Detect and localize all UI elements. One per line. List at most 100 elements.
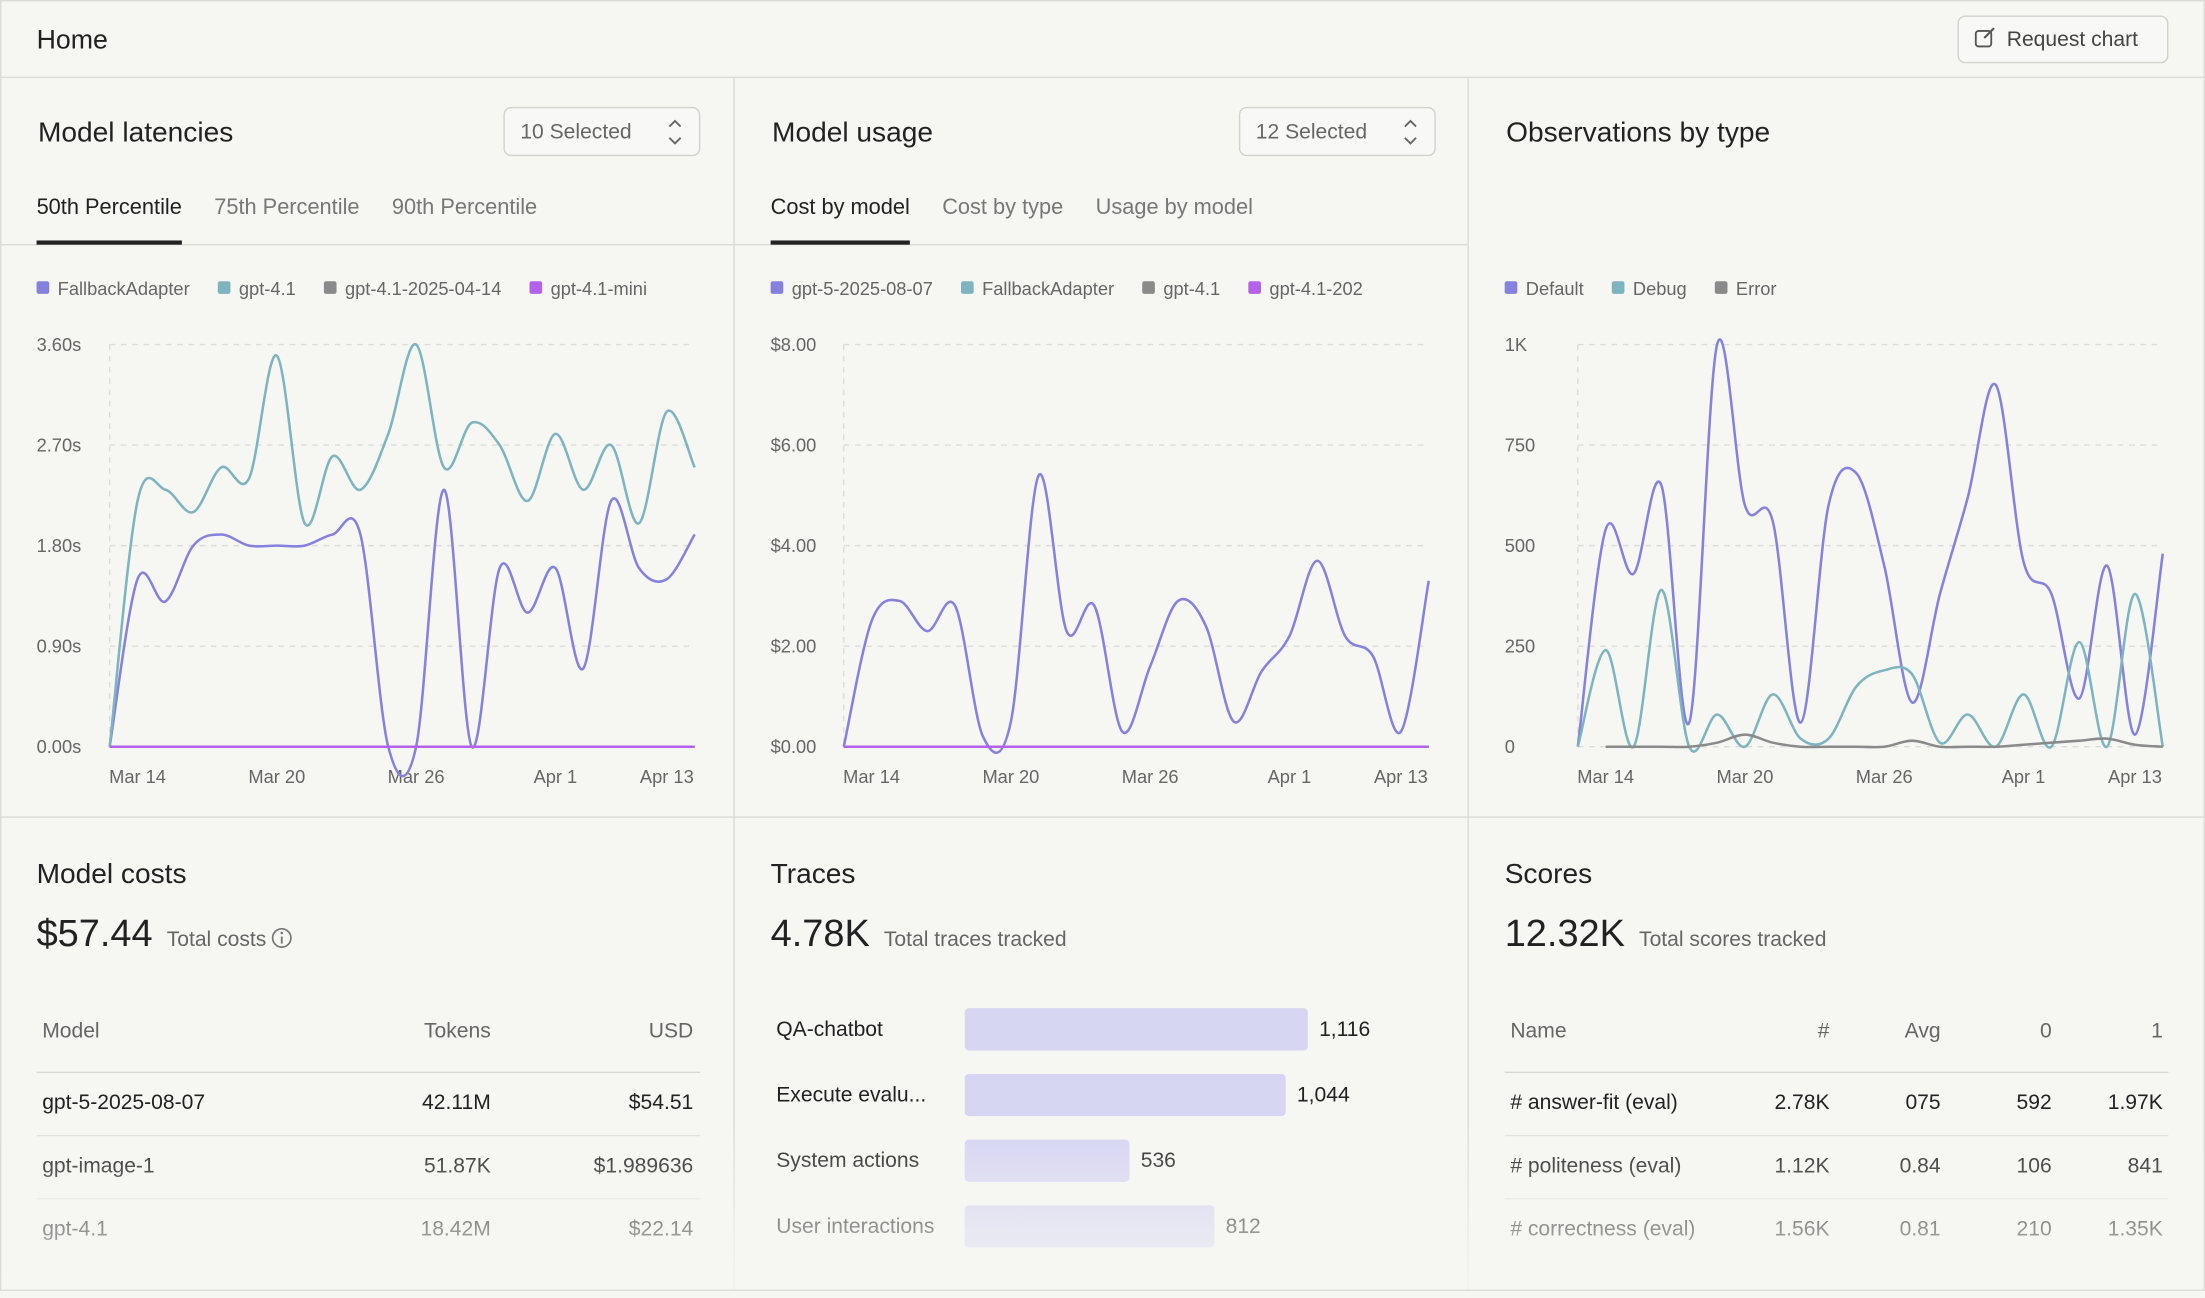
y-tick-label: 2.70s <box>37 435 82 456</box>
tab[interactable]: 90th Percentile <box>392 194 537 219</box>
legend-swatch <box>961 281 974 294</box>
x-tick-label: Mar 14 <box>1577 766 1634 787</box>
bar-value-label: 1,044 <box>1297 1084 1350 1107</box>
bottom-fade <box>1 1125 2203 1290</box>
x-tick-label: Mar 26 <box>1856 766 1913 787</box>
model-selector[interactable]: 12 Selected <box>1240 108 1435 156</box>
panel-title: Traces <box>771 858 856 889</box>
legend-swatch <box>1612 281 1625 294</box>
legend-swatch <box>1248 281 1261 294</box>
headline-value: 12.32K <box>1505 913 1625 955</box>
y-tick-label: 3.60s <box>37 334 82 355</box>
legend-label: FallbackAdapter <box>58 278 190 299</box>
model-selector[interactable]: 10 Selected <box>504 108 699 156</box>
x-tick-label: Mar 14 <box>109 766 166 787</box>
table-header: Model <box>42 1019 99 1042</box>
legend-label: gpt-4.1 <box>239 278 296 299</box>
x-tick-label: Mar 20 <box>248 766 305 787</box>
legend-swatch <box>1715 281 1728 294</box>
headline-caption: Total scores tracked <box>1639 928 1826 951</box>
legend-swatch <box>37 281 50 294</box>
active-tab-underline <box>37 240 182 244</box>
y-tick-label: 750 <box>1505 435 1535 456</box>
bar-label: Execute evalu... <box>776 1084 926 1107</box>
legend-label: gpt-4.1-2025-04-14 <box>345 278 501 299</box>
table-header: 1 <box>2151 1019 2163 1042</box>
x-tick-label: Mar 20 <box>982 766 1039 787</box>
page-title: Home <box>37 24 108 54</box>
selector-label[interactable]: 12 Selected <box>1256 121 1367 144</box>
table-cell: 1.97K <box>2108 1091 2163 1114</box>
panel-title: Scores <box>1505 858 1592 889</box>
selector-label[interactable]: 10 Selected <box>520 121 631 144</box>
y-tick-label: 0.00s <box>37 736 82 757</box>
bar <box>965 1074 1286 1116</box>
headline-caption: Total traces tracked <box>884 928 1067 951</box>
table-cell: 42.11M <box>422 1091 491 1114</box>
y-tick-label: $6.00 <box>771 435 817 456</box>
tab[interactable]: Cost by type <box>942 194 1063 219</box>
table-header: Avg <box>1905 1019 1941 1042</box>
headline-caption: Total costs <box>167 928 267 951</box>
legend-label: gpt-4.1-mini <box>551 278 647 299</box>
x-tick-label: Apr 1 <box>2002 766 2046 787</box>
table-cell: gpt-5-2025-08-07 <box>42 1091 205 1114</box>
y-tick-label: 0.90s <box>37 636 82 657</box>
table-header: Tokens <box>424 1019 491 1042</box>
tab[interactable]: 50th Percentile <box>37 194 182 219</box>
panel-title: Model usage <box>772 117 933 148</box>
tab[interactable]: 75th Percentile <box>214 194 359 219</box>
x-tick-label: Apr 1 <box>534 766 578 787</box>
table-cell: 075 <box>1905 1091 1940 1114</box>
tab[interactable]: Cost by model <box>771 194 910 219</box>
bar-label: QA-chatbot <box>776 1018 883 1041</box>
bar <box>965 1008 1308 1050</box>
legend-swatch <box>529 281 542 294</box>
legend-swatch <box>324 281 337 294</box>
y-tick-label: $8.00 <box>771 334 817 355</box>
table-cell: $54.51 <box>629 1091 693 1114</box>
panel-title: Model costs <box>37 858 187 889</box>
table-cell: 2.78K <box>1774 1091 1829 1114</box>
legend-label: gpt-5-2025-08-07 <box>792 278 933 299</box>
table-header: USD <box>649 1019 694 1042</box>
tab[interactable]: Usage by model <box>1096 194 1253 219</box>
y-tick-label: $2.00 <box>771 636 817 657</box>
x-tick-label: Apr 13 <box>640 766 694 787</box>
button-label[interactable]: Request chart <box>2007 28 2138 51</box>
y-tick-label: 500 <box>1505 535 1535 556</box>
x-tick-label: Apr 13 <box>1374 766 1428 787</box>
x-tick-label: Apr 1 <box>1268 766 1312 787</box>
x-tick-label: Mar 20 <box>1717 766 1774 787</box>
request-chart-button[interactable]: Request chart <box>1958 16 2168 62</box>
legend-swatch <box>1505 281 1518 294</box>
table-header: Name <box>1510 1019 1566 1042</box>
info-icon-dot <box>281 932 284 935</box>
y-tick-label: 250 <box>1505 636 1535 657</box>
legend-label: Default <box>1526 278 1584 299</box>
headline-value: 4.78K <box>771 913 870 955</box>
legend-swatch <box>218 281 231 294</box>
table-header: 0 <box>2040 1019 2052 1042</box>
y-tick-label: $0.00 <box>771 736 817 757</box>
legend-swatch <box>1142 281 1155 294</box>
y-tick-label: 0 <box>1505 736 1515 757</box>
legend-label: Error <box>1736 278 1777 299</box>
x-tick-label: Apr 13 <box>2108 766 2162 787</box>
active-tab-underline <box>771 240 910 244</box>
y-tick-label: $4.00 <box>771 535 817 556</box>
panel-title: Observations by type <box>1506 117 1770 148</box>
legend-label: gpt-4.1-202 <box>1269 278 1362 299</box>
x-tick-label: Mar 26 <box>1122 766 1179 787</box>
headline-value: $57.44 <box>37 913 153 955</box>
legend-label: Debug <box>1633 278 1687 299</box>
panel-title: Model latencies <box>38 117 233 148</box>
table-cell: # answer-fit (eval) <box>1510 1091 1678 1114</box>
bar-value-label: 1,116 <box>1319 1018 1370 1041</box>
table-header: # <box>1818 1019 1830 1042</box>
legend-label: FallbackAdapter <box>982 278 1114 299</box>
y-tick-label: 1.80s <box>37 535 82 556</box>
x-tick-label: Mar 14 <box>843 766 900 787</box>
